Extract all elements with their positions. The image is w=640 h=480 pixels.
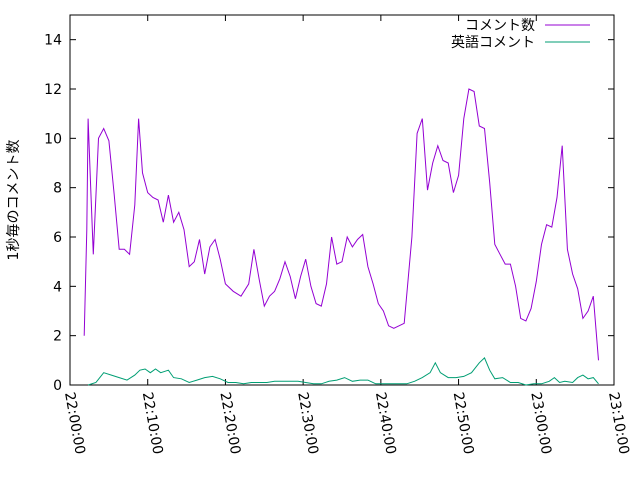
x-tick-label: 22:40:00 [372,391,399,456]
y-tick-label: 4 [53,279,62,295]
y-tick-label: 6 [53,230,62,246]
y-tick-label: 8 [53,181,62,197]
plot-border [69,14,615,386]
y-tick-label: 0 [53,378,62,394]
x-tick-label: 22:30:00 [294,391,321,456]
x-tick-label: 22:20:00 [216,391,243,456]
x-tick-label: 23:10:00 [605,391,632,456]
x-axis-ticks: 22:00:00 22:10:00 22:20:00 22:30:00 22:40:00… [61,15,632,456]
series-line-1 [87,357,599,386]
y-tick-label: 14 [44,33,62,49]
y-tick-label: 10 [44,131,62,147]
series-lines [83,88,599,386]
x-tick-label: 22:10:00 [139,391,166,456]
y-tick-label: 12 [44,82,62,98]
x-tick-label: 23:00:00 [527,391,554,456]
legend-label: 英語コメント [451,34,535,51]
legend-label: コメント数 [465,18,535,34]
y-axis-ticks: 0 2 4 6 8 10 12 14 [44,33,614,394]
plot-frame [69,14,615,386]
y-tick-label: 2 [53,329,62,345]
y-axis-label: 1秒毎のコメント数 [6,140,22,261]
series-line-0 [83,88,599,361]
x-tick-label: 22:00:00 [61,391,88,456]
x-tick-label: 22:50:00 [450,391,477,456]
